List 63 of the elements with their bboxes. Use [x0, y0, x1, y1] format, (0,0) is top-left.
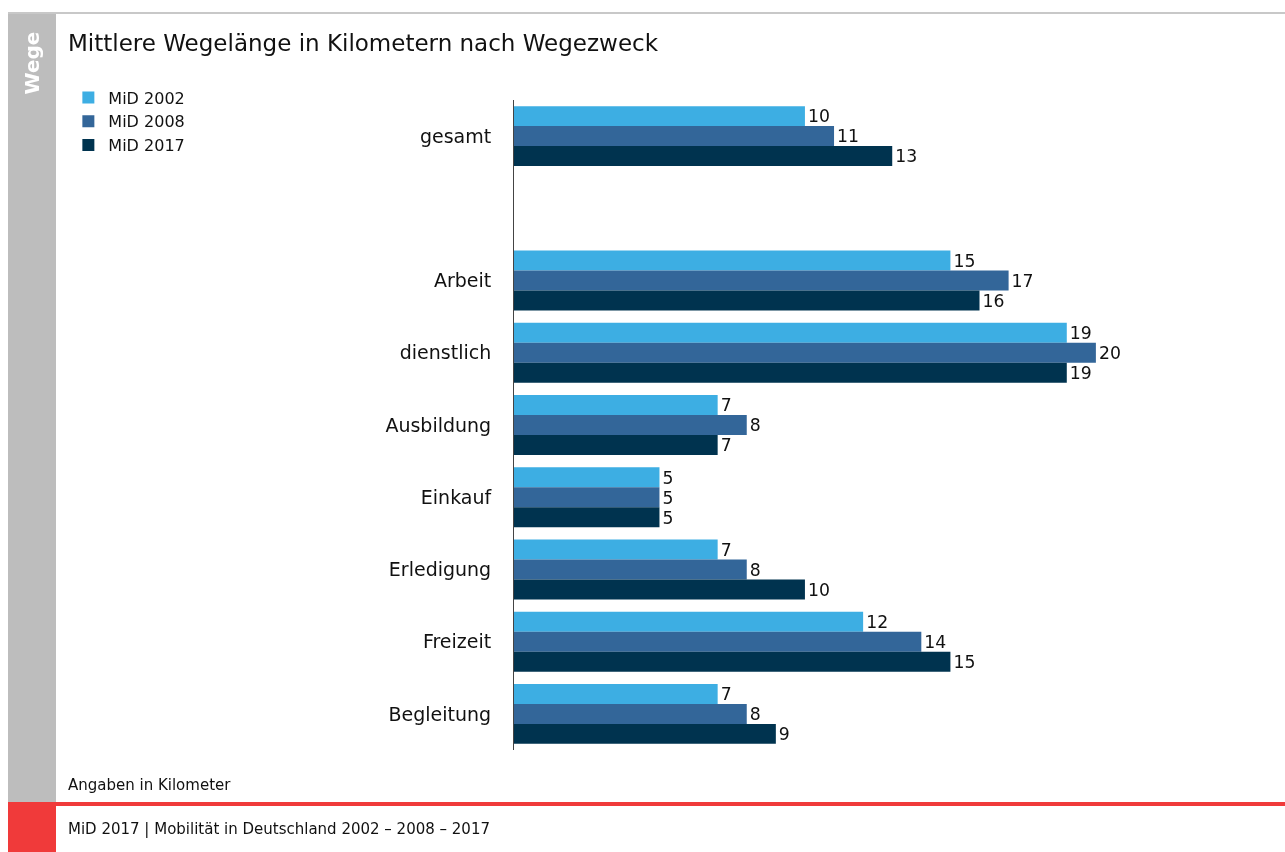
bar	[514, 342, 1096, 363]
y-tick-label: Freizeit	[422, 630, 492, 653]
bar	[514, 415, 747, 435]
data-label: 17	[1011, 270, 1034, 291]
data-label: 7	[720, 684, 732, 705]
y-tick-label: Erledigung	[388, 558, 492, 581]
bar	[514, 631, 922, 652]
data-label: 20	[1098, 343, 1121, 364]
data-label: 15	[953, 250, 976, 271]
data-label: 10	[807, 106, 830, 127]
text: MiD 2017 | Mobilität in Deutschland 2002 – 2008 – 2017	[68, 820, 490, 838]
data-label: 12	[866, 612, 889, 633]
bar	[514, 106, 805, 127]
bar	[514, 146, 893, 167]
bar	[514, 723, 776, 744]
data-label: 9	[778, 724, 790, 745]
bar	[514, 467, 660, 488]
data-label: 5	[662, 487, 674, 508]
y-tick-label: gesamt	[419, 124, 492, 147]
bar	[514, 651, 951, 672]
bar	[514, 290, 980, 311]
text: Wege	[20, 31, 45, 95]
bar	[514, 126, 835, 147]
data-label: 8	[749, 704, 761, 725]
bar	[514, 250, 951, 271]
bar	[514, 703, 747, 724]
y-tick-label: Arbeit	[433, 269, 492, 292]
data-label: 5	[662, 467, 674, 488]
data-label: 13	[895, 146, 918, 167]
bar	[514, 683, 718, 704]
bar	[514, 611, 864, 632]
data-label: 7	[720, 435, 732, 456]
y-tick-label: Begleitung	[388, 702, 492, 725]
data-label: 19	[1069, 363, 1092, 384]
data-label: 7	[720, 539, 732, 560]
data-label: 8	[749, 559, 761, 580]
y-tick-label: Einkauf	[420, 485, 493, 508]
data-label: 7	[720, 395, 732, 416]
y-tick-label: dienstlich	[399, 341, 492, 364]
bar	[514, 322, 1067, 343]
data-label: 15	[953, 652, 976, 673]
chart-title: Mittlere Wegelänge in Kilometern nach Wegezweck	[68, 30, 659, 56]
bar	[514, 270, 1009, 291]
data-label: 11	[837, 126, 859, 147]
bar	[514, 559, 747, 580]
y-tick-label: Ausbildung	[385, 413, 492, 436]
data-label: 19	[1069, 323, 1092, 344]
bar	[514, 579, 805, 600]
bar	[514, 362, 1067, 383]
data-label: 8	[749, 415, 761, 436]
text: Angaben in Kilometer	[68, 776, 231, 794]
data-label: 10	[807, 579, 830, 600]
bar	[514, 395, 718, 416]
bar	[514, 539, 718, 560]
data-label: 16	[982, 290, 1005, 311]
data-label: 5	[662, 507, 674, 528]
legend-label: MiD 2002	[108, 88, 185, 108]
bar	[514, 434, 718, 455]
bar	[514, 507, 660, 528]
data-label: 14	[924, 632, 947, 653]
legend-label: MiD 2008	[108, 112, 185, 132]
legend-label: MiD 2017	[108, 136, 185, 156]
bar	[514, 487, 660, 508]
